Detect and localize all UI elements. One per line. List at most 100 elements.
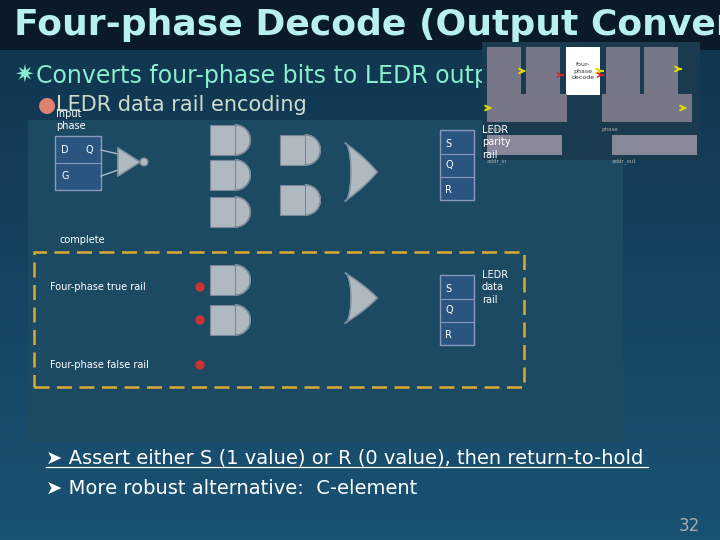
FancyBboxPatch shape (210, 197, 235, 227)
Bar (0, 504, 720, 506)
Bar (0, 201, 720, 204)
Bar (0, 216, 720, 218)
Bar (0, 58, 720, 59)
Bar (0, 96, 720, 97)
Bar (0, 293, 720, 295)
Bar (0, 72, 720, 74)
Bar (0, 162, 720, 164)
Bar (0, 65, 720, 66)
Bar (0, 538, 720, 540)
Bar (0, 45, 720, 47)
Bar (0, 509, 720, 511)
Bar (0, 23, 720, 25)
Bar (0, 227, 720, 228)
Bar (0, 39, 720, 42)
Bar (0, 437, 720, 439)
Bar (0, 236, 720, 238)
Bar (0, 356, 720, 358)
Text: phase: phase (602, 127, 618, 132)
Bar (0, 340, 720, 342)
Bar (0, 130, 720, 131)
Bar (0, 43, 720, 45)
Bar (0, 502, 720, 504)
Bar (0, 358, 720, 360)
Bar (0, 434, 720, 436)
Bar (0, 218, 720, 220)
Bar (0, 15, 720, 16)
Bar (0, 369, 720, 371)
Bar (0, 191, 720, 193)
Bar (0, 430, 720, 432)
Bar (0, 66, 720, 69)
Bar (0, 177, 720, 178)
Bar (0, 113, 720, 115)
Bar (0, 32, 720, 34)
Bar (0, 274, 720, 275)
Bar (0, 110, 720, 112)
Bar (0, 403, 720, 405)
Text: Input
phase: Input phase (56, 109, 86, 131)
Bar (0, 174, 720, 177)
Bar (0, 207, 720, 209)
Bar (0, 204, 720, 205)
Bar (0, 4, 720, 5)
Bar (0, 184, 720, 185)
Bar (0, 511, 720, 513)
Bar (0, 137, 720, 139)
Bar (0, 362, 720, 363)
Bar (0, 425, 720, 427)
Bar (0, 99, 720, 101)
Bar (0, 324, 720, 326)
FancyBboxPatch shape (28, 120, 623, 442)
Bar (0, 243, 720, 245)
Bar (0, 241, 720, 243)
Bar (0, 367, 720, 369)
Bar (0, 371, 720, 373)
Bar (0, 5, 720, 7)
Bar (0, 42, 720, 43)
Bar (0, 491, 720, 493)
Bar (0, 292, 720, 293)
Bar (0, 288, 720, 290)
Polygon shape (235, 160, 251, 190)
FancyBboxPatch shape (526, 47, 560, 95)
Bar (0, 346, 720, 347)
FancyBboxPatch shape (487, 94, 567, 122)
Bar (0, 363, 720, 366)
FancyBboxPatch shape (210, 125, 235, 155)
Bar (0, 212, 720, 214)
Circle shape (196, 316, 204, 324)
Circle shape (140, 158, 148, 166)
Bar (0, 416, 720, 417)
Bar (0, 81, 720, 83)
Bar (0, 0, 720, 2)
Bar (0, 178, 720, 180)
Bar (0, 417, 720, 420)
Bar (0, 390, 720, 393)
Bar (0, 36, 720, 38)
Bar (0, 302, 720, 304)
Bar (0, 27, 720, 29)
Bar (0, 76, 720, 77)
Bar (0, 93, 720, 96)
Bar (0, 427, 720, 428)
Circle shape (196, 361, 204, 369)
Bar (0, 34, 720, 36)
Bar (0, 481, 720, 482)
Bar (0, 331, 720, 333)
Bar (0, 255, 720, 258)
Bar (0, 380, 720, 382)
Bar (0, 131, 720, 133)
Bar (0, 443, 720, 444)
Bar (0, 115, 720, 117)
Bar (0, 409, 720, 410)
Text: LEDR
data
rail: LEDR data rail (482, 270, 508, 305)
Bar (0, 61, 720, 63)
Bar (0, 513, 720, 515)
Bar (0, 50, 720, 52)
Bar (0, 18, 720, 20)
Text: ➤ Assert either S (1 value) or R (0 value), then return-to-hold: ➤ Assert either S (1 value) or R (0 valu… (46, 449, 644, 468)
Bar (0, 103, 720, 104)
Bar (0, 135, 720, 137)
Bar (0, 382, 720, 383)
